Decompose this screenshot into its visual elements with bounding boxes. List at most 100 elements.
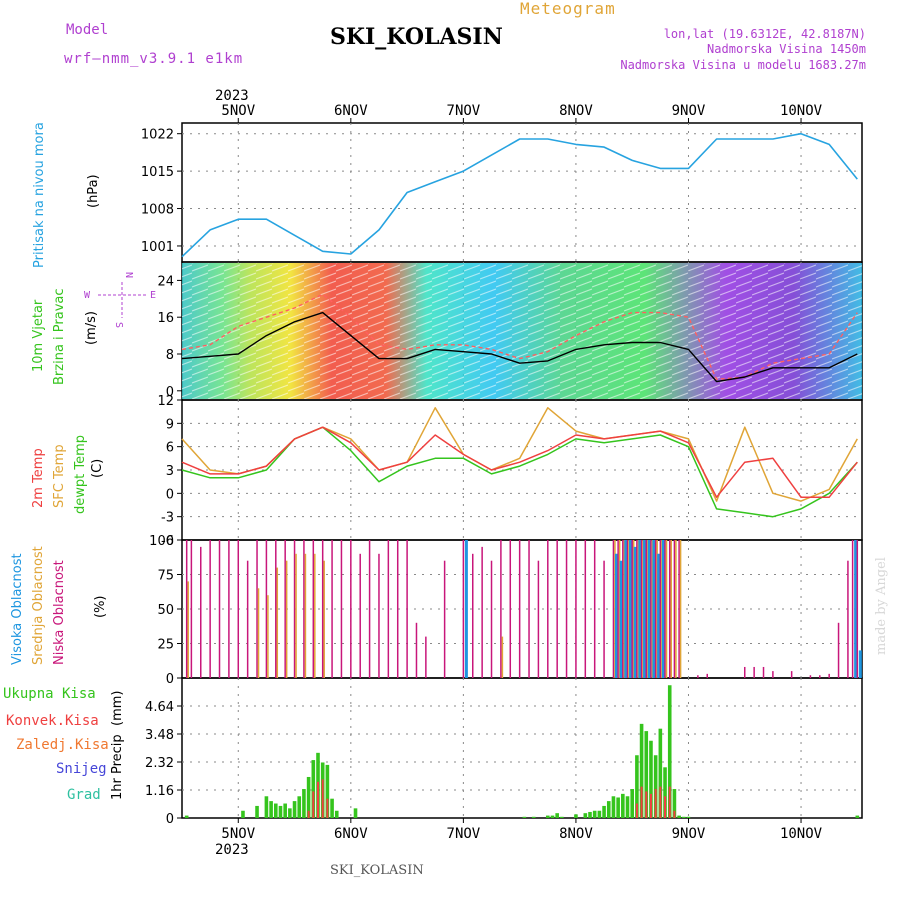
ytick-label-0-1: 1008 [141,203,174,218]
precip-conv-bar-44 [664,796,667,818]
precip-total-bar-40 [644,731,649,818]
dewpt-line [181,426,858,518]
precip-total-bar-35 [621,793,625,818]
precip-total-bar-12 [306,776,311,818]
precip-total-bar-11 [302,789,306,818]
temp-label-sfc: SFC Temp [52,444,67,508]
legend-grad: Grad [67,787,101,803]
cloud-unit: (%) [93,596,108,619]
day-label-top-5: 10NOV [780,103,823,119]
precip-conv-bar-42 [654,789,657,818]
precip-total-bar-25 [560,816,564,818]
precip-total-bar-2 [255,805,259,818]
ytick-label-2-4: 6 [166,441,174,456]
ytick-label-3-0: 0 [166,672,174,687]
precip-total-bar-31 [602,805,606,818]
ytick-label-2-0: -6 [161,534,174,549]
precip-conv-bar-16 [326,798,329,818]
ytick-label-3-1: 25 [157,638,174,653]
precip-conv-bar-13 [312,791,315,818]
precip-total-bar-17 [330,798,334,818]
precip-total-bar-20 [522,816,527,818]
model-value: wrf–nmm_v3.9.1 e1km [64,51,243,67]
footer-title: SKI_KOLASIN [330,863,424,878]
precip-total-bar-46 [672,789,677,818]
pressure-panel-frame [181,122,863,263]
precip-total-bar-42 [653,755,658,818]
precip-total-bar-0 [184,815,189,818]
ytick-label-4-3: 3.48 [145,728,174,743]
cloud-label-mid: Srednja Oblacnost [31,546,46,665]
precip-total-bar-16 [325,764,330,818]
precip-conv-bar-12 [307,810,310,818]
precip-total-bar-27 [583,813,588,818]
precip-total-bar-8 [288,808,292,818]
precip-total-bar-48 [681,816,686,818]
wind-barb-field [182,263,862,399]
wind-compass: N S W E [84,272,156,328]
day-label-bottom-4: 9NOV [672,826,706,842]
precip-total-bar-49 [686,816,691,818]
precip-total-bar-37 [630,789,635,818]
precip-total-bar-26 [574,814,578,818]
day-label-bottom-5: 10NOV [780,826,823,842]
ytick-label-1-2: 16 [157,311,174,326]
legend-snow: Snijeg [56,761,107,777]
precip-conv-bar-39 [640,786,643,818]
temp-label-2m: 2m Temp [31,448,46,508]
temp-label-dewpt: dewpt Temp [73,435,88,514]
watermark: made by Angel [874,557,889,655]
precip-total-bar-4 [269,801,273,818]
compass-e: E [150,290,156,301]
precip-conv-bar-38 [635,803,638,818]
ytick-label-3-4: 100 [149,534,174,549]
precip-total-bar-28 [588,811,592,818]
pressure-unit: (hPa) [86,174,101,208]
lonlat-text: lon,lat (19.6312E, 42.8187N) [664,27,866,41]
year-top: 2023 [215,88,249,104]
day-label-bottom-3: 8NOV [559,826,593,842]
precip-total-bar-45 [667,685,672,818]
precip-total-bar-18 [334,810,339,818]
precip-unit: (mm) [110,691,125,726]
precip-total-bar-43 [658,728,663,818]
precip-total-bar-44 [663,767,667,818]
precip-total-bar-34 [616,797,620,818]
wind-barb-texture [182,263,862,399]
legend-total: Ukupna Kisa [3,686,96,702]
wind-unit: (m/s) [84,311,99,345]
cloud-label-high: Visoka Oblacnost [10,553,25,665]
day-label-bottom-1: 6NOV [334,826,368,842]
precip-total-bar-38 [635,755,639,818]
ytick-label-2-3: 3 [166,464,174,479]
precip-total-bar-19 [353,808,358,818]
model-label: Model [66,22,108,38]
day-label-top-0: 5NOV [221,103,255,119]
ytick-label-4-2: 2.32 [145,756,174,771]
cloud-label-low: Niska Oblacnost [52,560,67,665]
ytick-label-1-1: 8 [166,348,174,363]
ytick-label-2-1: -3 [161,511,174,526]
ytick-label-4-0: 0 [166,812,174,827]
day-label-top-3: 8NOV [559,103,593,119]
precip-total-bar-33 [611,796,616,818]
precip-total-bar-21 [531,816,536,818]
precip-conv-bar-14 [317,781,319,818]
legend-frozen: Zaledj.Kisa [16,737,109,753]
wind-sublabel: Brzina i Pravac [52,288,67,385]
precip-conv-bar-46 [673,810,676,818]
precip-total-bar-32 [606,801,611,818]
day-label-bottom-2: 7NOV [447,826,481,842]
ytick-label-0-3: 1022 [141,128,174,143]
temp-2m-line [181,426,858,498]
precip-total-bar-41 [649,740,653,818]
precip-total-bar-22 [545,815,550,818]
precip-total-bar-47 [677,815,681,818]
grid-lines [182,123,862,818]
compass-w: W [84,290,91,301]
pressure-line [181,132,858,258]
precip-total-bar-24 [555,813,559,818]
day-label-top-2: 7NOV [447,103,481,119]
precip-panel-frame [181,677,863,819]
ytick-label-2-2: 0 [166,487,174,502]
